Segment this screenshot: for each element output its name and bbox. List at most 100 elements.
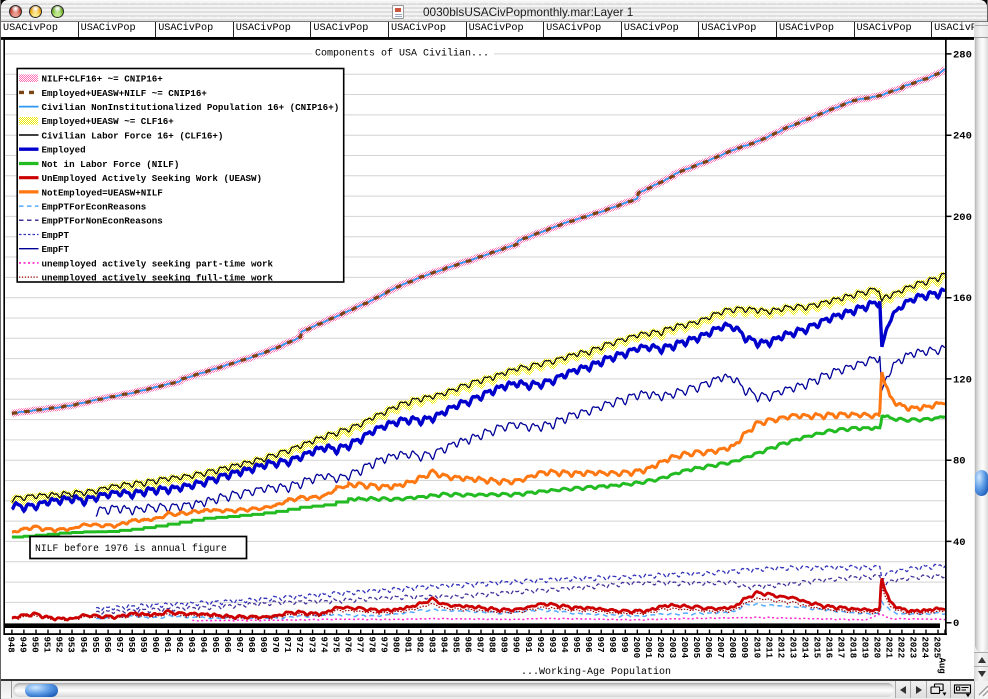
svg-text:2014: 2014 xyxy=(799,637,809,659)
svg-text:2001: 2001 xyxy=(643,637,653,659)
svg-text:963: 963 xyxy=(186,637,196,653)
svg-text:958: 958 xyxy=(126,637,136,653)
svg-text:957: 957 xyxy=(114,637,124,653)
svg-text:NILF+CLF16+ ~= CNIP16+: NILF+CLF16+ ~= CNIP16+ xyxy=(42,74,164,85)
svg-text:2010: 2010 xyxy=(751,637,761,659)
svg-text:983: 983 xyxy=(427,637,437,653)
svg-text:240: 240 xyxy=(953,131,972,143)
svg-text:2005: 2005 xyxy=(691,637,701,659)
svg-text:UnEmployed Actively Seeking Wo: UnEmployed Actively Seeking Work (UEASW) xyxy=(42,173,263,184)
svg-text:964: 964 xyxy=(198,637,208,654)
svg-text:988: 988 xyxy=(487,637,497,653)
svg-text:967: 967 xyxy=(234,637,244,653)
svg-text:977: 977 xyxy=(354,637,364,653)
svg-text:949: 949 xyxy=(18,637,28,653)
svg-text:968: 968 xyxy=(246,637,256,653)
svg-text:2018: 2018 xyxy=(848,637,858,659)
svg-text:2019: 2019 xyxy=(860,637,870,659)
svg-text:998: 998 xyxy=(607,637,617,653)
svg-text:Employed+UEASW ~= CLF16+: Employed+UEASW ~= CLF16+ xyxy=(42,116,175,127)
svg-text:Not in Labor Force (NILF): Not in Labor Force (NILF) xyxy=(42,159,180,170)
svg-text:960: 960 xyxy=(150,637,160,653)
svg-text:986: 986 xyxy=(463,637,473,653)
svg-text:EmpPTForNonEconReasons: EmpPTForNonEconReasons xyxy=(42,216,163,227)
svg-text:978: 978 xyxy=(366,637,376,653)
svg-text:2024: 2024 xyxy=(920,637,930,659)
svg-text:996: 996 xyxy=(583,637,593,653)
svg-text:973: 973 xyxy=(306,637,316,653)
svg-text:2004: 2004 xyxy=(679,637,689,659)
svg-text:200: 200 xyxy=(953,212,972,224)
svg-text:2016: 2016 xyxy=(823,637,833,659)
svg-text:2022: 2022 xyxy=(896,637,906,659)
svg-text:970: 970 xyxy=(270,637,280,653)
svg-text:2025: 2025 xyxy=(932,637,942,659)
svg-text:2007: 2007 xyxy=(715,637,725,659)
svg-text:EmpFT: EmpFT xyxy=(42,244,70,255)
svg-text:981: 981 xyxy=(403,637,413,654)
svg-text:280: 280 xyxy=(953,49,972,61)
svg-text:971: 971 xyxy=(282,637,292,654)
svg-text:EmpPT: EmpPT xyxy=(42,230,70,241)
svg-text:993: 993 xyxy=(547,637,557,653)
svg-text:2008: 2008 xyxy=(727,637,737,659)
svg-text:2015: 2015 xyxy=(811,637,821,659)
svg-text:2020: 2020 xyxy=(872,637,882,659)
svg-text:961: 961 xyxy=(162,637,172,654)
svg-text:unemployed actively seeking pa: unemployed actively seeking part-time wo… xyxy=(42,258,274,269)
svg-text:NotEmployed=UEASW+NILF: NotEmployed=UEASW+NILF xyxy=(42,187,163,198)
svg-text:120: 120 xyxy=(953,374,972,386)
svg-text:976: 976 xyxy=(342,637,352,653)
svg-text:Civilian Labor Force 16+ (CLF1: Civilian Labor Force 16+ (CLF16+) xyxy=(42,130,224,141)
svg-text:989: 989 xyxy=(499,637,509,653)
svg-text:Employed: Employed xyxy=(42,145,86,156)
svg-text:959: 959 xyxy=(138,637,148,653)
svg-text:951: 951 xyxy=(42,637,52,654)
svg-text:955: 955 xyxy=(90,637,100,653)
svg-text:979: 979 xyxy=(378,637,388,653)
svg-text:Components of USA Civilian...: Components of USA Civilian... xyxy=(315,48,489,60)
svg-text:2021: 2021 xyxy=(884,637,894,659)
svg-text:unemployed actively seeking fu: unemployed actively seeking full-time wo… xyxy=(42,273,274,284)
svg-text:80: 80 xyxy=(953,456,966,468)
svg-text:980: 980 xyxy=(391,637,401,653)
svg-text:992: 992 xyxy=(535,637,545,653)
svg-text:2006: 2006 xyxy=(703,637,713,659)
svg-text:965: 965 xyxy=(210,637,220,653)
svg-text:956: 956 xyxy=(102,637,112,653)
svg-text:987: 987 xyxy=(475,637,485,653)
svg-text:2013: 2013 xyxy=(787,637,797,659)
svg-text:2023: 2023 xyxy=(908,637,918,659)
svg-text:975: 975 xyxy=(330,637,340,653)
svg-text:EmpPTForEconReasons: EmpPTForEconReasons xyxy=(42,202,147,213)
svg-text:954: 954 xyxy=(78,637,88,654)
svg-text:972: 972 xyxy=(294,637,304,653)
svg-text:...Working-Age Population: ...Working-Age Population xyxy=(521,666,671,678)
svg-text:Employed+UEASW+NILF ~= CNIP16+: Employed+UEASW+NILF ~= CNIP16+ xyxy=(42,88,208,99)
svg-text:962: 962 xyxy=(174,637,184,653)
svg-text:2000: 2000 xyxy=(631,637,641,659)
svg-text:969: 969 xyxy=(258,637,268,653)
svg-text:982: 982 xyxy=(415,637,425,653)
svg-text:999: 999 xyxy=(619,637,629,653)
svg-text:2002: 2002 xyxy=(655,637,665,659)
svg-text:997: 997 xyxy=(595,637,605,653)
svg-text:991: 991 xyxy=(523,637,533,654)
svg-text:2012: 2012 xyxy=(775,637,785,659)
svg-text:NILF before 1976 is annual fig: NILF before 1976 is annual figure xyxy=(35,543,227,554)
svg-text:2009: 2009 xyxy=(739,637,749,659)
svg-text:995: 995 xyxy=(571,637,581,653)
svg-text:966: 966 xyxy=(222,637,232,653)
svg-text:2003: 2003 xyxy=(667,637,677,659)
svg-text:990: 990 xyxy=(511,637,521,653)
svg-text:994: 994 xyxy=(559,637,569,654)
svg-text:974: 974 xyxy=(318,637,328,654)
svg-text:950: 950 xyxy=(30,637,40,653)
svg-text:953: 953 xyxy=(66,637,76,653)
svg-text:2017: 2017 xyxy=(836,637,846,659)
svg-text:40: 40 xyxy=(953,537,966,549)
svg-text:985: 985 xyxy=(451,637,461,653)
svg-text:952: 952 xyxy=(54,637,64,653)
svg-text:984: 984 xyxy=(439,637,449,654)
svg-text:0: 0 xyxy=(953,618,959,630)
